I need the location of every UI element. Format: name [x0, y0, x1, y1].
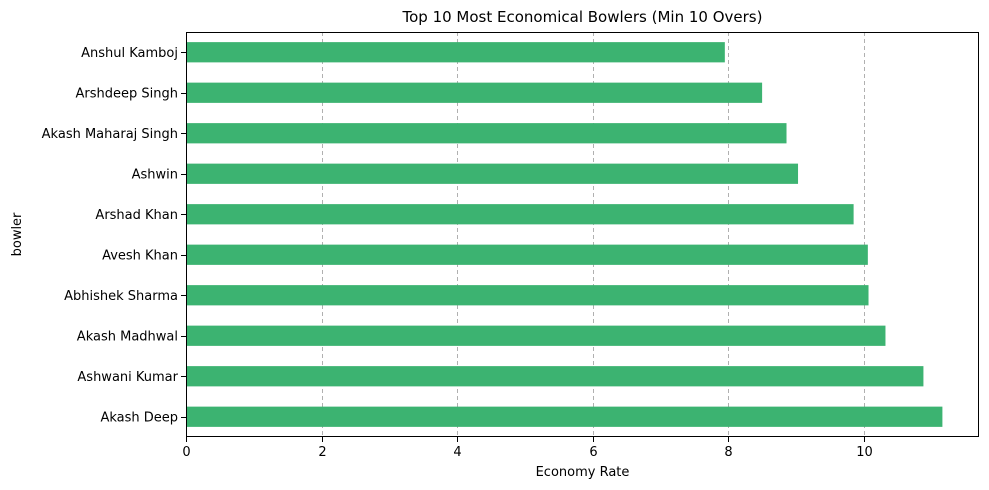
- y-tick-label: Akash Deep: [100, 410, 178, 425]
- bar: [186, 82, 763, 103]
- x-axis-ticks: 0 2 4 6 8 10: [182, 437, 873, 460]
- bar: [186, 406, 943, 427]
- bar: [186, 123, 787, 144]
- bar: [186, 285, 869, 306]
- y-axis-ticks: Anshul Kamboj Arshdeep Singh Akash Maharaj…: [42, 46, 186, 425]
- x-tick-label: 2: [318, 445, 326, 460]
- bar: [186, 42, 725, 63]
- x-axis-label: Economy Rate: [536, 465, 630, 480]
- y-tick-label: Arshdeep Singh: [76, 86, 178, 101]
- bar: [186, 366, 924, 387]
- y-tick-label: Avesh Khan: [102, 248, 178, 263]
- y-tick-label: Akash Maharaj Singh: [42, 127, 178, 142]
- bar: [186, 163, 799, 184]
- bars: [186, 42, 943, 427]
- x-tick-label: 6: [589, 445, 597, 460]
- bar: [186, 325, 886, 346]
- x-tick-label: 0: [182, 445, 190, 460]
- plot-frame: [186, 32, 979, 437]
- y-tick-label: Arshad Khan: [95, 208, 178, 223]
- y-axis-label: bowler: [10, 212, 25, 256]
- bar: [186, 204, 854, 225]
- bar: [186, 244, 868, 265]
- y-tick-label: Ashwin: [132, 167, 178, 182]
- x-tick-label: 10: [856, 445, 873, 460]
- x-tick-label: 4: [453, 445, 461, 460]
- y-tick-label: Anshul Kamboj: [81, 46, 178, 61]
- chart-title: Top 10 Most Economical Bowlers (Min 10 O…: [402, 8, 763, 26]
- y-tick-label: Abhishek Sharma: [64, 289, 178, 304]
- y-tick-label: Akash Madhwal: [77, 329, 178, 344]
- y-tick-label: Ashwani Kumar: [77, 370, 178, 385]
- x-tick-label: 8: [724, 445, 732, 460]
